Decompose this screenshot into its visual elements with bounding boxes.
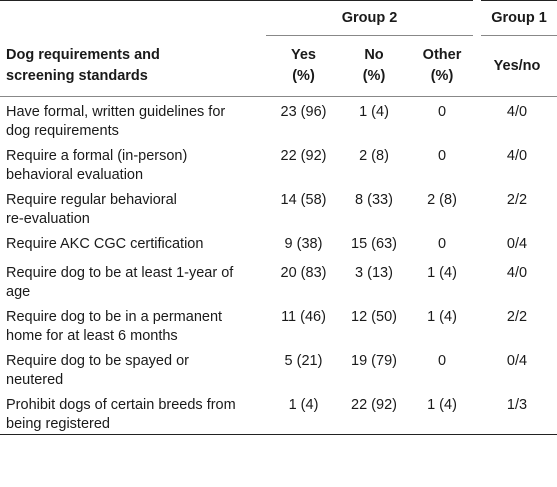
requirement-text-line2: neutered (6, 372, 64, 388)
table-row: Require dog to be spayed or neutered 5 (… (0, 346, 557, 390)
group1-cell: 0/4 (506, 353, 528, 369)
group1-header: Group 1 (477, 0, 557, 36)
requirement-cell: Require regular behavioral re-evaluation (0, 185, 266, 229)
group2-header: Group 2 (266, 0, 482, 36)
requirement-text-line2: re-evaluation (6, 211, 90, 227)
no-cell: 2 (8) (359, 148, 389, 164)
requirement-text-line1: Require dog to be at least 1-year of (6, 265, 234, 281)
requirement-text-line2: behavioral evaluation (6, 167, 144, 183)
requirement-cell: Require dog to be in a permanent home fo… (0, 302, 266, 346)
group1-yes-no-header: Yes/no (477, 35, 557, 97)
no-header-line2: (%) (362, 68, 386, 84)
no-cell: 1 (4) (359, 104, 389, 120)
other-cell: 2 (8) (427, 192, 457, 208)
other-cell: 0 (437, 148, 447, 164)
no-cell: 19 (79) (351, 353, 397, 369)
requirement-header-line2: screening standards (6, 67, 148, 84)
yes-cell: 11 (46) (281, 309, 326, 325)
requirement-text-line2: dog requirements (6, 123, 119, 139)
requirement-text-line1: Require dog to be spayed or (6, 353, 189, 369)
group1-cell: 2/2 (506, 192, 528, 208)
yes-cell: 5 (21) (284, 353, 323, 369)
group1-cell: 4/0 (506, 265, 528, 281)
requirement-header-line1: Dog requirements and (6, 46, 160, 63)
requirement-cell: Prohibit dogs of certain breeds from bei… (0, 390, 266, 435)
other-column-header: Other (%) (407, 35, 478, 97)
other-cell: 1 (4) (427, 265, 457, 281)
yes-header-line1: Yes (291, 47, 316, 63)
yes-column-header: Yes (%) (266, 35, 341, 97)
requirement-text-line1: Require dog to be in a permanent (6, 309, 223, 325)
other-cell: 1 (4) (427, 309, 457, 325)
other-cell: 0 (437, 236, 447, 252)
yes-cell: 23 (96) (280, 104, 327, 120)
column-header-row: Dog requirements and screening standards… (0, 35, 557, 97)
requirement-text-line1: Require a formal (in-person) (6, 148, 188, 164)
requirement-text-line1: Require regular behavioral (6, 192, 177, 208)
requirement-cell: Require AKC CGC certification (0, 229, 266, 258)
no-column-header: No (%) (341, 35, 407, 97)
other-cell: 0 (437, 353, 447, 369)
table-row: Require dog to be at least 1-year of age… (0, 258, 557, 302)
requirement-column-header: Dog requirements and screening standards (0, 35, 266, 97)
other-header-line2: (%) (430, 68, 454, 84)
yes-header-line2: (%) (292, 68, 315, 84)
requirement-text-line2: home for at least 6 months (6, 328, 178, 344)
table-row: Require a formal (in-person) behavioral … (0, 141, 557, 185)
yes-cell: 14 (58) (280, 192, 327, 208)
no-cell: 3 (13) (355, 265, 393, 281)
yes-cell: 9 (38) (284, 236, 323, 252)
requirement-text-line2: age (6, 284, 31, 300)
requirement-text-line1: Have formal, written guidelines for (6, 104, 226, 120)
table-row: Have formal, written guidelines for dog … (0, 97, 557, 142)
no-cell: 12 (50) (351, 309, 397, 325)
dog-requirements-table: Group 2 Group 1 Dog requirements and scr… (0, 0, 557, 435)
requirement-text-line1: Prohibit dogs of certain breeds from (6, 397, 236, 413)
group1-cell: 0/4 (506, 236, 528, 252)
requirement-text-line2: being registered (6, 416, 110, 432)
table-row: Require AKC CGC certification 9 (38) 15 … (0, 229, 557, 258)
yes-cell: 1 (4) (266, 390, 341, 435)
group1-cell: 4/0 (506, 104, 528, 120)
no-header-line1: No (364, 47, 384, 63)
no-cell: 8 (33) (355, 192, 393, 208)
yes-cell: 22 (92) (280, 148, 327, 164)
group1-header-line1: Yes/no (493, 57, 541, 74)
requirement-cell: Require dog to be at least 1-year of age (0, 258, 266, 302)
group1-cell: 2/2 (506, 309, 528, 325)
group-header-row: Group 2 Group 1 (0, 0, 557, 36)
requirement-cell: Require dog to be spayed or neutered (0, 346, 266, 390)
table-row: Require dog to be in a permanent home fo… (0, 302, 557, 346)
requirement-text-line1: Require AKC CGC certification (6, 236, 204, 252)
other-header-line1: Other (422, 47, 462, 63)
table-row: Require regular behavioral re-evaluation… (0, 185, 557, 229)
group1-cell: 4/0 (506, 148, 528, 164)
requirement-cell: Have formal, written guidelines for dog … (0, 97, 266, 142)
table-header: Group 2 Group 1 Dog requirements and scr… (0, 0, 557, 97)
table-row: Prohibit dogs of certain breeds from bei… (0, 390, 557, 435)
requirement-cell: Require a formal (in-person) behavioral … (0, 141, 266, 185)
group1-cell: 1/3 (477, 390, 557, 435)
other-cell: 1 (4) (407, 390, 478, 435)
yes-cell: 20 (83) (280, 265, 327, 281)
table-body: Have formal, written guidelines for dog … (0, 97, 557, 435)
group-header-blank (0, 0, 266, 36)
other-cell: 0 (437, 104, 447, 120)
no-cell: 22 (92) (341, 390, 407, 435)
no-cell: 15 (63) (351, 236, 397, 252)
